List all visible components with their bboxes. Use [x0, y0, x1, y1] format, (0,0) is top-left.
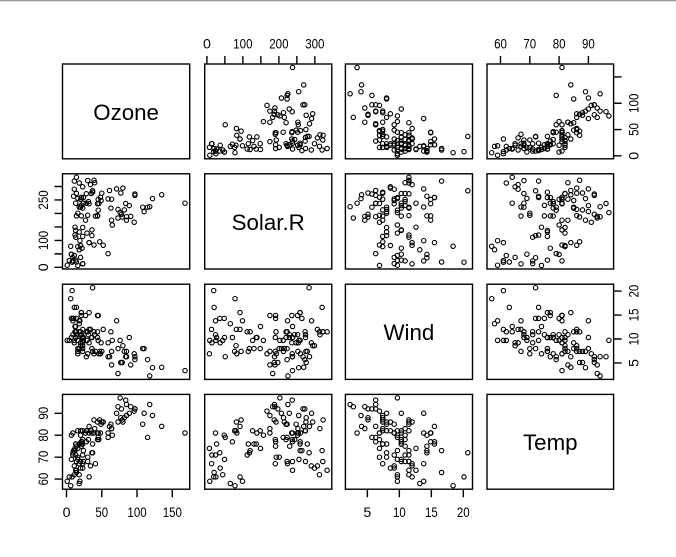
svg-text:70: 70 [36, 451, 52, 464]
svg-text:80: 80 [36, 429, 52, 442]
svg-text:10: 10 [393, 505, 406, 521]
svg-text:150: 150 [163, 505, 182, 521]
svg-text:0: 0 [203, 37, 211, 53]
svg-text:20: 20 [627, 285, 643, 298]
svg-text:100: 100 [627, 94, 643, 113]
svg-text:5: 5 [627, 359, 643, 367]
svg-text:90: 90 [36, 407, 52, 420]
svg-text:80: 80 [553, 37, 566, 53]
svg-text:100: 100 [36, 231, 52, 250]
svg-text:5: 5 [363, 505, 371, 521]
svg-text:70: 70 [523, 37, 536, 53]
svg-text:300: 300 [305, 37, 324, 53]
svg-text:60: 60 [36, 473, 52, 486]
svg-text:10: 10 [627, 333, 643, 346]
svg-text:0: 0 [627, 152, 643, 160]
svg-text:Wind: Wind [383, 320, 434, 345]
svg-text:100: 100 [127, 505, 146, 521]
svg-text:20: 20 [457, 505, 470, 521]
svg-text:15: 15 [627, 309, 643, 322]
svg-text:Temp: Temp [523, 430, 578, 455]
svg-text:60: 60 [494, 37, 507, 53]
svg-text:Solar.R: Solar.R [232, 210, 305, 235]
svg-text:50: 50 [95, 505, 108, 521]
svg-text:0: 0 [36, 263, 52, 271]
svg-text:200: 200 [269, 37, 288, 53]
svg-text:50: 50 [627, 123, 643, 136]
svg-text:100: 100 [233, 37, 252, 53]
svg-text:15: 15 [425, 505, 438, 521]
svg-text:Ozone: Ozone [93, 100, 159, 125]
svg-text:90: 90 [582, 37, 595, 53]
svg-text:250: 250 [36, 190, 52, 209]
svg-text:0: 0 [63, 505, 71, 521]
